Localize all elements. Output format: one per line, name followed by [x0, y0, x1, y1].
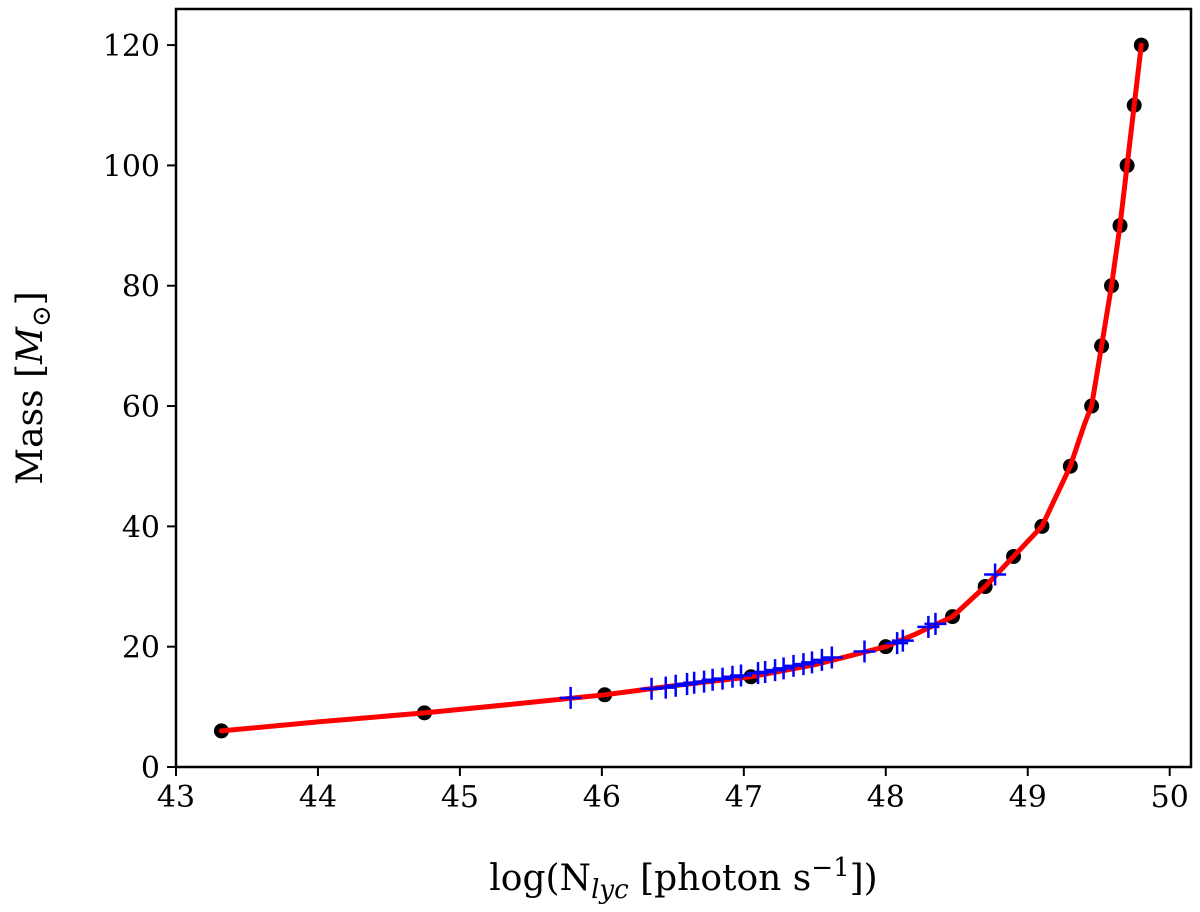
star-marker	[711, 667, 734, 690]
x-axis-label-superscript: −1	[811, 853, 849, 883]
star-marker	[984, 563, 1007, 586]
y-tick-label: 100	[103, 149, 160, 184]
x-axis-label-middle: [photon s	[629, 858, 812, 899]
star-marker	[800, 651, 823, 674]
x-axis-ticks: 43 44 45 46 47 48 49 50	[157, 767, 1189, 815]
y-tick-label: 40	[122, 510, 160, 545]
star-marker	[820, 646, 843, 669]
star-marker	[810, 648, 833, 671]
y-axis-label-suffix: ]	[10, 291, 51, 305]
star-marker	[729, 664, 752, 687]
x-axis-label-subscript: lyc	[591, 875, 629, 905]
x-axis-label: log(Nlyc [photon s−1])	[489, 853, 877, 905]
y-axis-label-subscript: ⊙	[27, 305, 57, 327]
star-marker	[772, 657, 795, 680]
y-tick-label: 120	[103, 29, 160, 64]
y-axis-label-prefix: Mass [	[10, 364, 51, 485]
plot-frame	[174, 7, 1193, 769]
x-axis-label-suffix: ])	[850, 858, 878, 899]
x-tick-label: 44	[299, 780, 337, 815]
y-tick-label: 0	[141, 751, 160, 786]
y-axis-label-symbol: M	[10, 326, 51, 365]
model-points	[213, 37, 1149, 739]
star-marker	[886, 632, 909, 655]
x-tick-label: 50	[1151, 780, 1189, 815]
star-marker	[754, 660, 777, 683]
y-tick-label: 60	[122, 390, 160, 425]
star-marker	[924, 612, 947, 635]
star-marker	[559, 686, 582, 709]
x-tick-label: 43	[157, 780, 195, 815]
star-marker	[853, 640, 876, 663]
y-tick-label: 80	[122, 270, 160, 305]
series-layer	[213, 37, 1149, 739]
fit-curve-line	[218, 42, 1144, 734]
y-tick-label: 20	[122, 631, 160, 666]
star-marker	[782, 654, 805, 677]
y-axis-label: Mass [M⊙]	[10, 291, 57, 484]
x-tick-label: 48	[867, 780, 905, 815]
star-marker	[664, 674, 687, 697]
x-tick-label: 46	[583, 780, 621, 815]
x-tick-label: 45	[441, 780, 479, 815]
x-tick-label: 47	[725, 780, 763, 815]
star-markers	[559, 563, 1007, 709]
star-marker	[654, 676, 677, 699]
x-axis-label-prefix: log(N	[489, 858, 591, 899]
x-tick-label: 49	[1009, 780, 1047, 815]
y-axis-ticks: 0 20 40 60 80 100 120	[103, 29, 176, 786]
star-marker	[891, 629, 914, 652]
